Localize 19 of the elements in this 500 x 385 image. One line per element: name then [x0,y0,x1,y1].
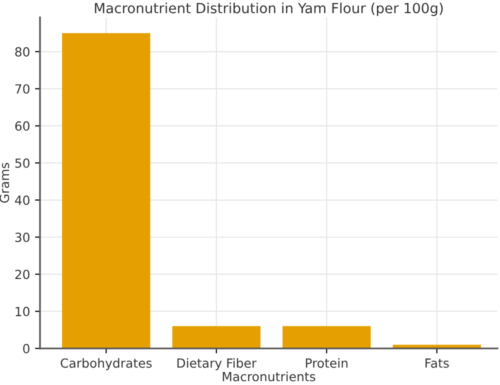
x-tick-label: Dietary Fiber [177,358,257,370]
y-tick-label: 80 [15,47,30,57]
x-tick-label: Carbohydrates [60,358,152,370]
x-tick-label: Fats [426,358,449,368]
x-tick-label: Protein [306,358,348,368]
y-tick-label: 10 [16,306,30,316]
bar [62,33,150,348]
y-tick-label: 30 [15,232,30,242]
y-tick-label: 40 [14,196,30,205]
y-tick-label: 0 [23,344,30,354]
y-tick-label: 60 [15,121,30,131]
bar [172,326,260,348]
y-tick-label: 20 [15,270,30,280]
x-axis-title: Macronutrients [222,372,316,382]
y-tick-label: 70 [15,84,30,94]
bar [282,326,371,348]
y-axis-title: Grams [0,162,10,203]
y-tick-label: 50 [15,158,30,168]
chart-title: Macronutrient Distribution in Yam Flour (per 100g) [94,2,443,16]
